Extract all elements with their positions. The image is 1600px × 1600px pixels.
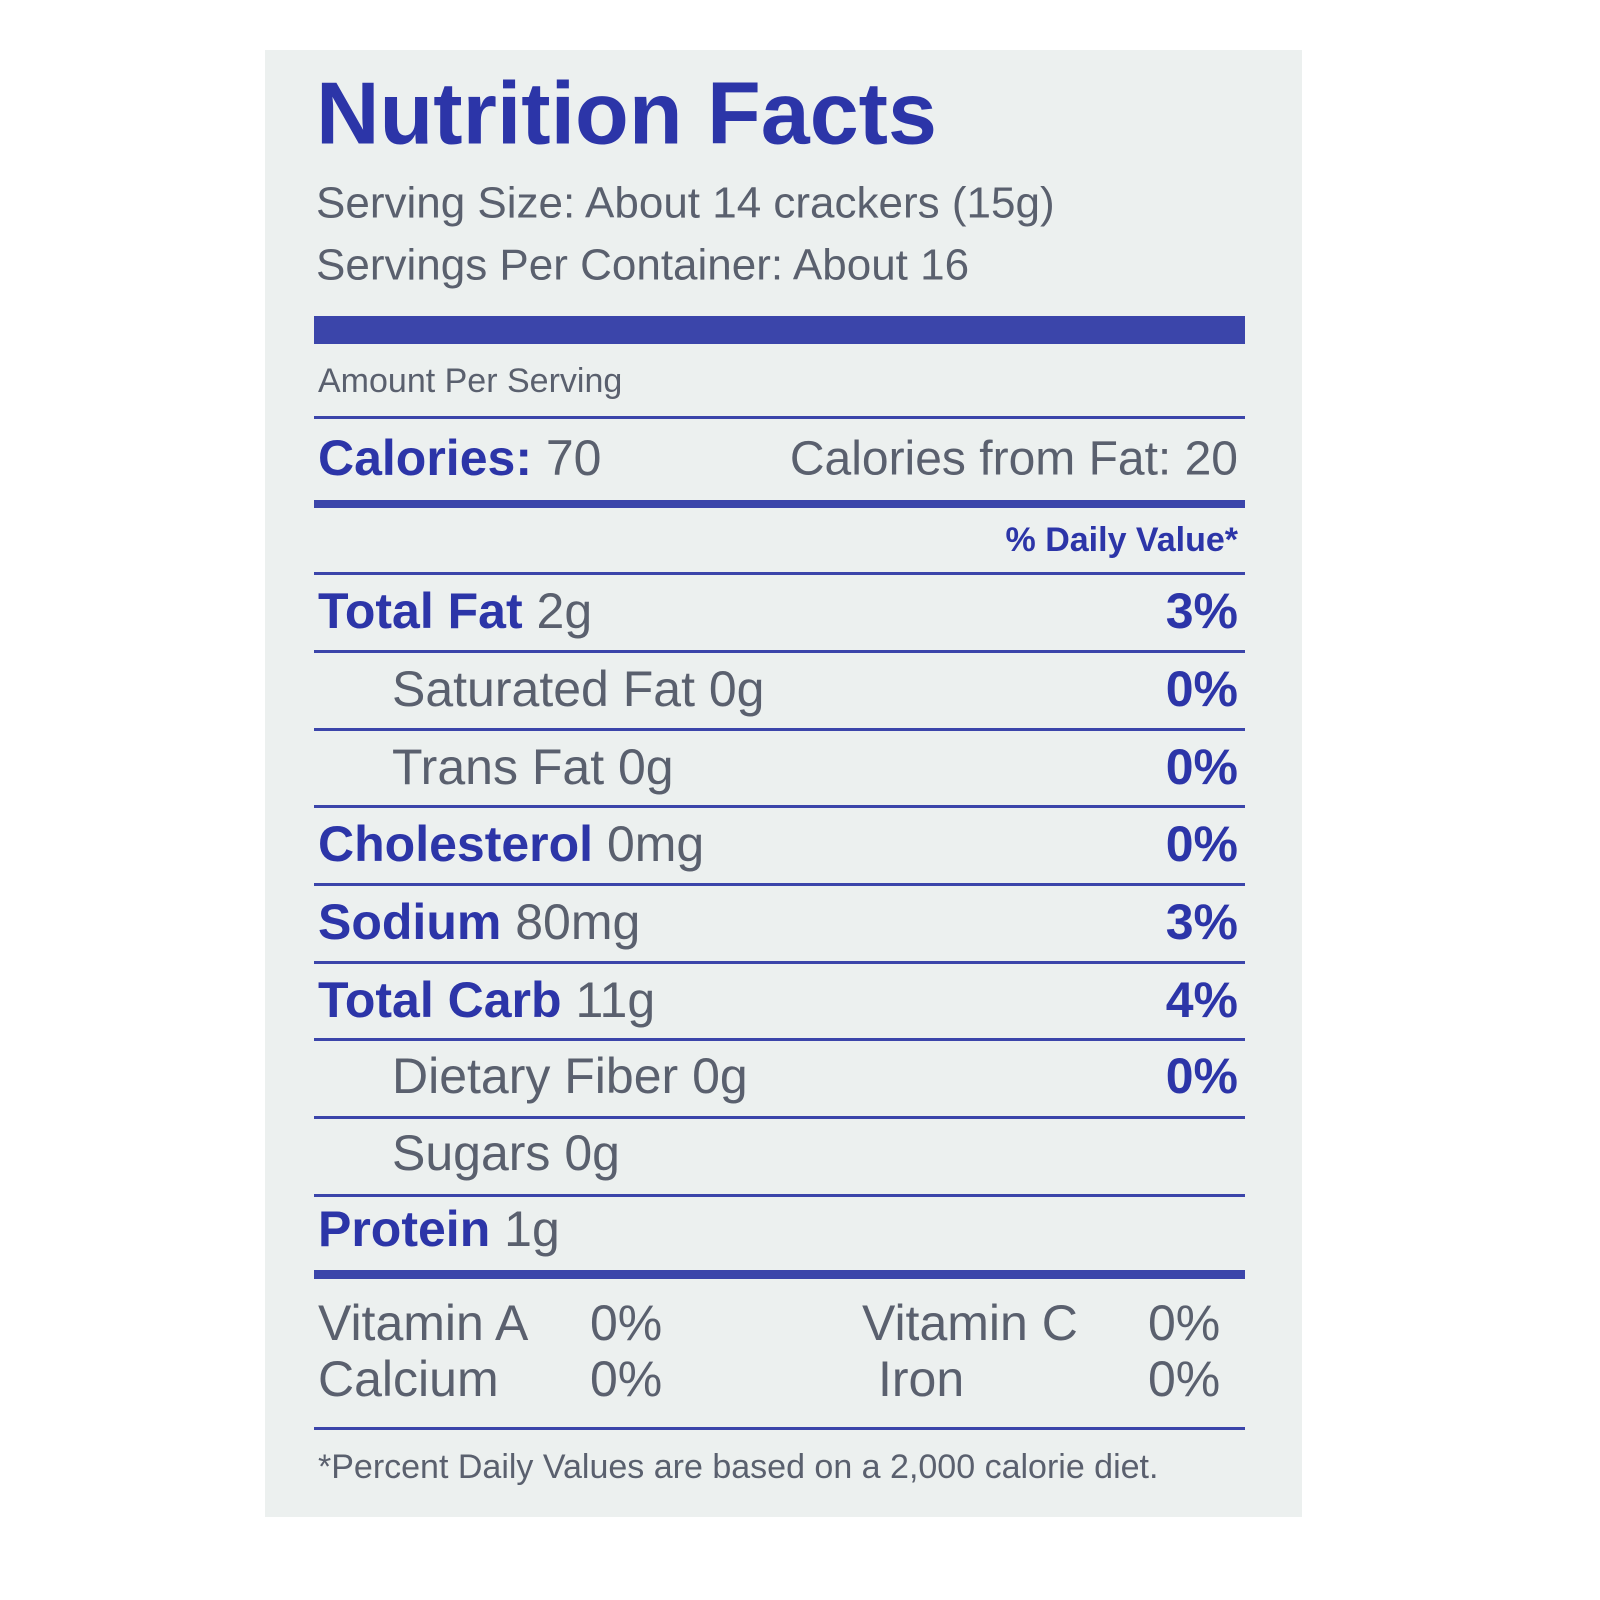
footnote: *Percent Daily Values are based on a 2,0… xyxy=(318,1448,1158,1486)
rule xyxy=(314,572,1245,575)
calories-value: 70 xyxy=(546,430,602,486)
vitamin-dv: 0% xyxy=(1148,1295,1220,1351)
vitamin-name: Calcium xyxy=(318,1351,499,1407)
calories-label: Calories: xyxy=(318,430,532,486)
rule xyxy=(314,961,1245,964)
nutrient-dv: 0% xyxy=(1166,661,1238,717)
rule xyxy=(314,416,1245,419)
vitamin-name: Iron xyxy=(878,1351,964,1407)
nutrient-name: Sugars xyxy=(392,1125,550,1181)
nutrient-name: Protein xyxy=(318,1201,490,1257)
servings-per-container: Servings Per Container: About 16 xyxy=(316,241,969,290)
nutrient-name: Total Fat xyxy=(318,583,523,639)
rule xyxy=(314,1116,1245,1119)
rule xyxy=(314,728,1245,731)
vitamin-name: Vitamin A xyxy=(318,1295,529,1351)
nutrient-name: Total Carb xyxy=(318,972,562,1028)
nutrient-name: Sodium xyxy=(318,894,501,950)
nutrient-dv: 4% xyxy=(1166,972,1238,1028)
nutrient-row: Dietary Fiber 0g xyxy=(392,1048,748,1104)
nutrient-amount: 1g xyxy=(504,1201,560,1257)
calories-from-fat: Calories from Fat: 20 xyxy=(790,433,1238,486)
rule xyxy=(314,883,1245,886)
rule xyxy=(314,805,1245,808)
medium-rule xyxy=(314,1270,1245,1279)
vitamin-dv: 0% xyxy=(590,1295,662,1351)
nutrient-amount: 0g xyxy=(692,1048,748,1104)
nutrient-row: Sugars 0g xyxy=(392,1125,620,1181)
nutrient-row: Saturated Fat 0g xyxy=(392,661,765,717)
amount-per-serving: Amount Per Serving xyxy=(318,362,622,400)
vitamin-dv: 0% xyxy=(590,1351,662,1407)
nutrient-dv: 3% xyxy=(1166,894,1238,950)
rule xyxy=(314,1194,1245,1197)
nutrient-amount: 80mg xyxy=(515,894,640,950)
vitamin-name: Vitamin C xyxy=(862,1295,1078,1351)
nutrient-row: Trans Fat 0g xyxy=(392,739,674,795)
nutrient-dv: 3% xyxy=(1166,583,1238,639)
serving-size: Serving Size: About 14 crackers (15g) xyxy=(316,179,1055,228)
nutrient-amount: 0g xyxy=(709,661,765,717)
nutrient-row: Total Fat 2g xyxy=(318,583,592,639)
medium-rule xyxy=(314,500,1245,508)
nutrient-row: Cholesterol 0mg xyxy=(318,816,704,872)
nutrient-name: Saturated Fat xyxy=(392,661,695,717)
nutrient-row: Sodium 80mg xyxy=(318,894,640,950)
rule xyxy=(314,650,1245,653)
daily-value-header: % Daily Value* xyxy=(1006,521,1239,559)
nutrient-amount: 0g xyxy=(564,1125,620,1181)
nutrient-name: Dietary Fiber xyxy=(392,1048,678,1104)
nutrient-row: Protein 1g xyxy=(318,1201,560,1257)
nutrient-amount: 2g xyxy=(537,583,593,639)
nutrient-dv: 0% xyxy=(1166,739,1238,795)
nutrient-amount: 0mg xyxy=(607,816,704,872)
nutrient-row: Total Carb 11g xyxy=(318,972,655,1028)
calories-row: Calories: 70 xyxy=(318,430,602,486)
nutrient-amount: 0g xyxy=(618,739,674,795)
nutrient-dv: 0% xyxy=(1166,1048,1238,1104)
thick-rule xyxy=(314,316,1245,344)
nutrient-name: Trans Fat xyxy=(392,739,604,795)
rule xyxy=(314,1038,1245,1041)
vitamin-dv: 0% xyxy=(1148,1351,1220,1407)
title: Nutrition Facts xyxy=(316,63,937,162)
nutrient-dv: 0% xyxy=(1166,816,1238,872)
nutrient-amount: 11g xyxy=(575,972,655,1028)
rule xyxy=(314,1427,1245,1430)
nutrient-name: Cholesterol xyxy=(318,816,593,872)
